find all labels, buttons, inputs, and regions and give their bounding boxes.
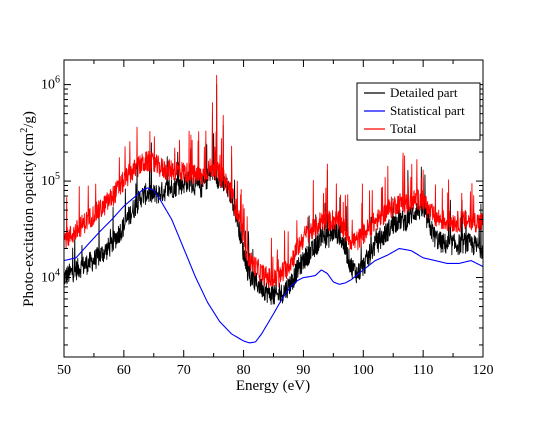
- x-tick-label: 50: [57, 363, 71, 378]
- legend: Detailed part Statistical part Total: [356, 82, 481, 141]
- x-axis-title: Energy (eV): [236, 378, 310, 394]
- x-tick-label: 60: [117, 363, 131, 378]
- y-axis-title: Photo-excitation opacity (cm2/g): [19, 111, 37, 307]
- y-tick-label: 105: [41, 171, 60, 189]
- legend-label-detailed: Detailed part: [390, 85, 458, 100]
- x-tick-label: 80: [237, 363, 251, 378]
- y-tick-label: 106: [41, 75, 60, 93]
- series-line-detailed-part: [63, 84, 484, 305]
- legend-label-statistical: Statistical part: [390, 103, 465, 118]
- x-tick-label: 70: [177, 363, 191, 378]
- x-tick-label: 90: [296, 363, 310, 378]
- legend-label-total: Total: [390, 121, 417, 136]
- x-tick-label: 110: [413, 363, 433, 378]
- series-line-statistical-part: [63, 187, 484, 344]
- y-axis-title-suffix: /g): [21, 111, 37, 128]
- x-tick-label: 120: [473, 363, 494, 378]
- series-line-total: [63, 74, 484, 289]
- series-layer: [63, 74, 484, 344]
- x-tick-label: 100: [353, 363, 374, 378]
- y-tick-label: 104: [41, 268, 60, 286]
- y-axis-title-prefix: Photo-excitation opacity (cm: [21, 132, 37, 306]
- ticks-layer: 50 60 70 80 90 100 110 120 104 105 106: [41, 60, 494, 378]
- y-axis-title-sup: 2: [19, 128, 30, 133]
